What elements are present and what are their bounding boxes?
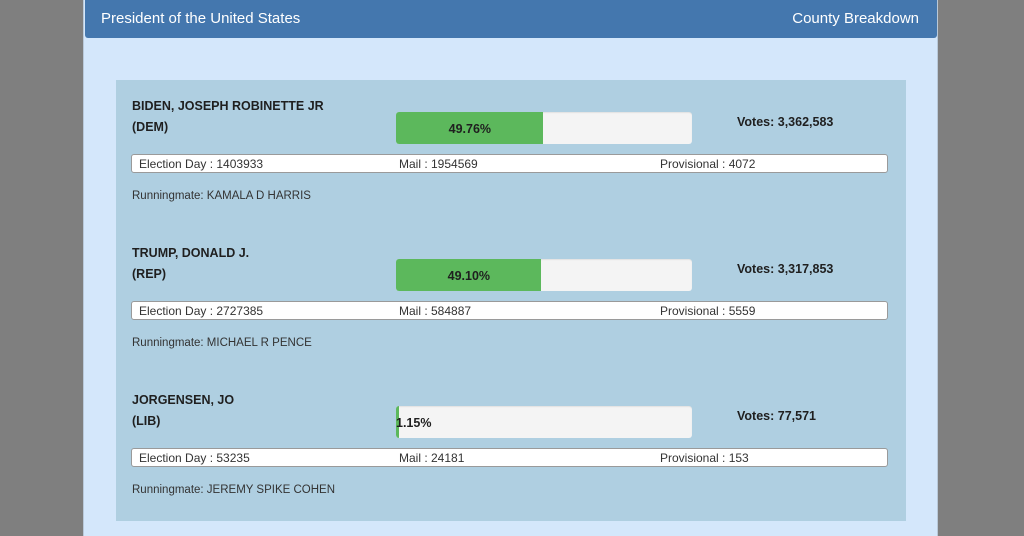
candidate-name-block: BIDEN, JOSEPH ROBINETTE JR (DEM) bbox=[132, 96, 324, 138]
county-breakdown-link[interactable]: County Breakdown bbox=[792, 10, 919, 27]
candidate-name: JORGENSEN, JO bbox=[132, 393, 235, 407]
results-page: President of the United States County Br… bbox=[83, 0, 938, 536]
race-header: President of the United States County Br… bbox=[85, 0, 937, 38]
mail-votes: Mail : 584887 bbox=[399, 304, 472, 318]
vote-share-fill bbox=[396, 112, 544, 144]
vote-share-bar: 1.15% bbox=[396, 406, 692, 438]
candidate-party: (DEM) bbox=[132, 120, 169, 134]
candidate-name: BIDEN, JOSEPH ROBINETTE JR bbox=[132, 99, 324, 113]
provisional-votes: Provisional : 153 bbox=[660, 451, 749, 465]
vote-total: Votes: 77,571 bbox=[737, 409, 816, 423]
candidate-jorgensen: JORGENSEN, JO (LIB) 1.15% Votes: 77,571 … bbox=[116, 390, 906, 520]
provisional-votes: Provisional : 4072 bbox=[660, 157, 756, 171]
election-day-votes: Election Day : 1403933 bbox=[139, 157, 264, 171]
runningmate: Runningmate: MICHAEL R PENCE bbox=[132, 337, 312, 349]
provisional-votes: Provisional : 5559 bbox=[660, 304, 756, 318]
vote-share-bar: 49.10% bbox=[396, 259, 692, 291]
vote-share-bar: 49.76% bbox=[396, 112, 692, 144]
race-title: President of the United States bbox=[101, 10, 301, 27]
vote-breakdown: Election Day : 2727385 Mail : 584887 Pro… bbox=[131, 301, 888, 320]
candidate-biden: BIDEN, JOSEPH ROBINETTE JR (DEM) 49.76% … bbox=[116, 96, 906, 226]
vote-total: Votes: 3,317,853 bbox=[737, 262, 834, 276]
candidate-party: (REP) bbox=[132, 267, 167, 281]
election-day-votes: Election Day : 2727385 bbox=[139, 304, 264, 318]
mail-votes: Mail : 1954569 bbox=[399, 157, 478, 171]
election-day-votes: Election Day : 53235 bbox=[139, 451, 250, 465]
candidate-name-block: TRUMP, DONALD J. (REP) bbox=[132, 243, 249, 285]
vote-share-fill bbox=[396, 259, 542, 291]
runningmate: Runningmate: KAMALA D HARRIS bbox=[132, 190, 311, 202]
runningmate: Runningmate: JEREMY SPIKE COHEN bbox=[132, 484, 336, 496]
vote-share-label: 49.76% bbox=[448, 122, 492, 136]
mail-votes: Mail : 24181 bbox=[399, 451, 465, 465]
candidate-trump: TRUMP, DONALD J. (REP) 49.10% Votes: 3,3… bbox=[116, 243, 906, 373]
vote-share-label: 1.15% bbox=[396, 416, 432, 430]
vote-breakdown: Election Day : 1403933 Mail : 1954569 Pr… bbox=[131, 154, 888, 173]
vote-share-label: 49.10% bbox=[447, 269, 491, 283]
vote-share-fill bbox=[396, 406, 400, 438]
candidate-name: TRUMP, DONALD J. bbox=[132, 246, 250, 260]
results-panel: BIDEN, JOSEPH ROBINETTE JR (DEM) 49.76% … bbox=[116, 80, 906, 521]
candidate-party: (LIB) bbox=[132, 414, 161, 428]
candidate-name-block: JORGENSEN, JO (LIB) bbox=[132, 390, 234, 432]
vote-total: Votes: 3,362,583 bbox=[737, 115, 834, 129]
vote-breakdown: Election Day : 53235 Mail : 24181 Provis… bbox=[131, 448, 888, 467]
